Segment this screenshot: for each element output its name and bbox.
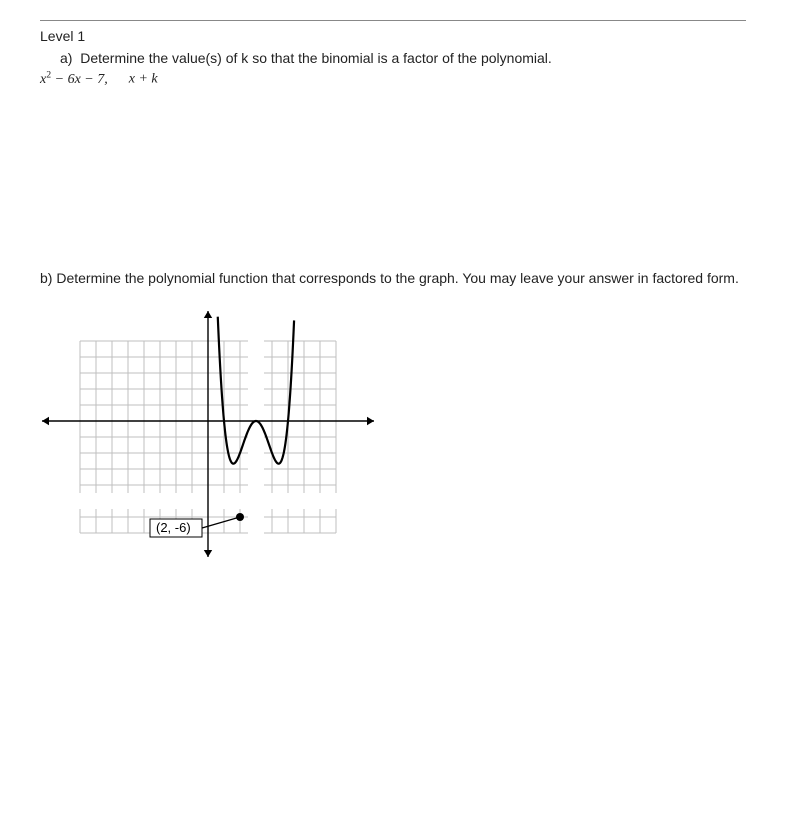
part-b-label: b): [40, 270, 52, 286]
part-b-line: b) Determine the polynomial function tha…: [40, 269, 746, 287]
polynomial-expr: x2 − 6x − 7,: [40, 72, 108, 87]
top-rule: [40, 20, 746, 21]
part-a-line: a) Determine the value(s) of k so that t…: [60, 49, 746, 67]
expression-line: x2 − 6x − 7, x + k: [40, 69, 746, 89]
part-a-label: a): [60, 50, 72, 66]
workspace-gap: [40, 89, 746, 269]
binomial-expr: x + k: [129, 72, 158, 87]
part-a-question: Determine the value(s) of k so that the …: [80, 50, 552, 66]
level-heading: Level 1: [40, 27, 746, 45]
part-b-question: Determine the polynomial function that c…: [56, 270, 739, 286]
polynomial-graph: (2, -6): [40, 297, 400, 607]
svg-text:(2, -6): (2, -6): [156, 520, 191, 535]
